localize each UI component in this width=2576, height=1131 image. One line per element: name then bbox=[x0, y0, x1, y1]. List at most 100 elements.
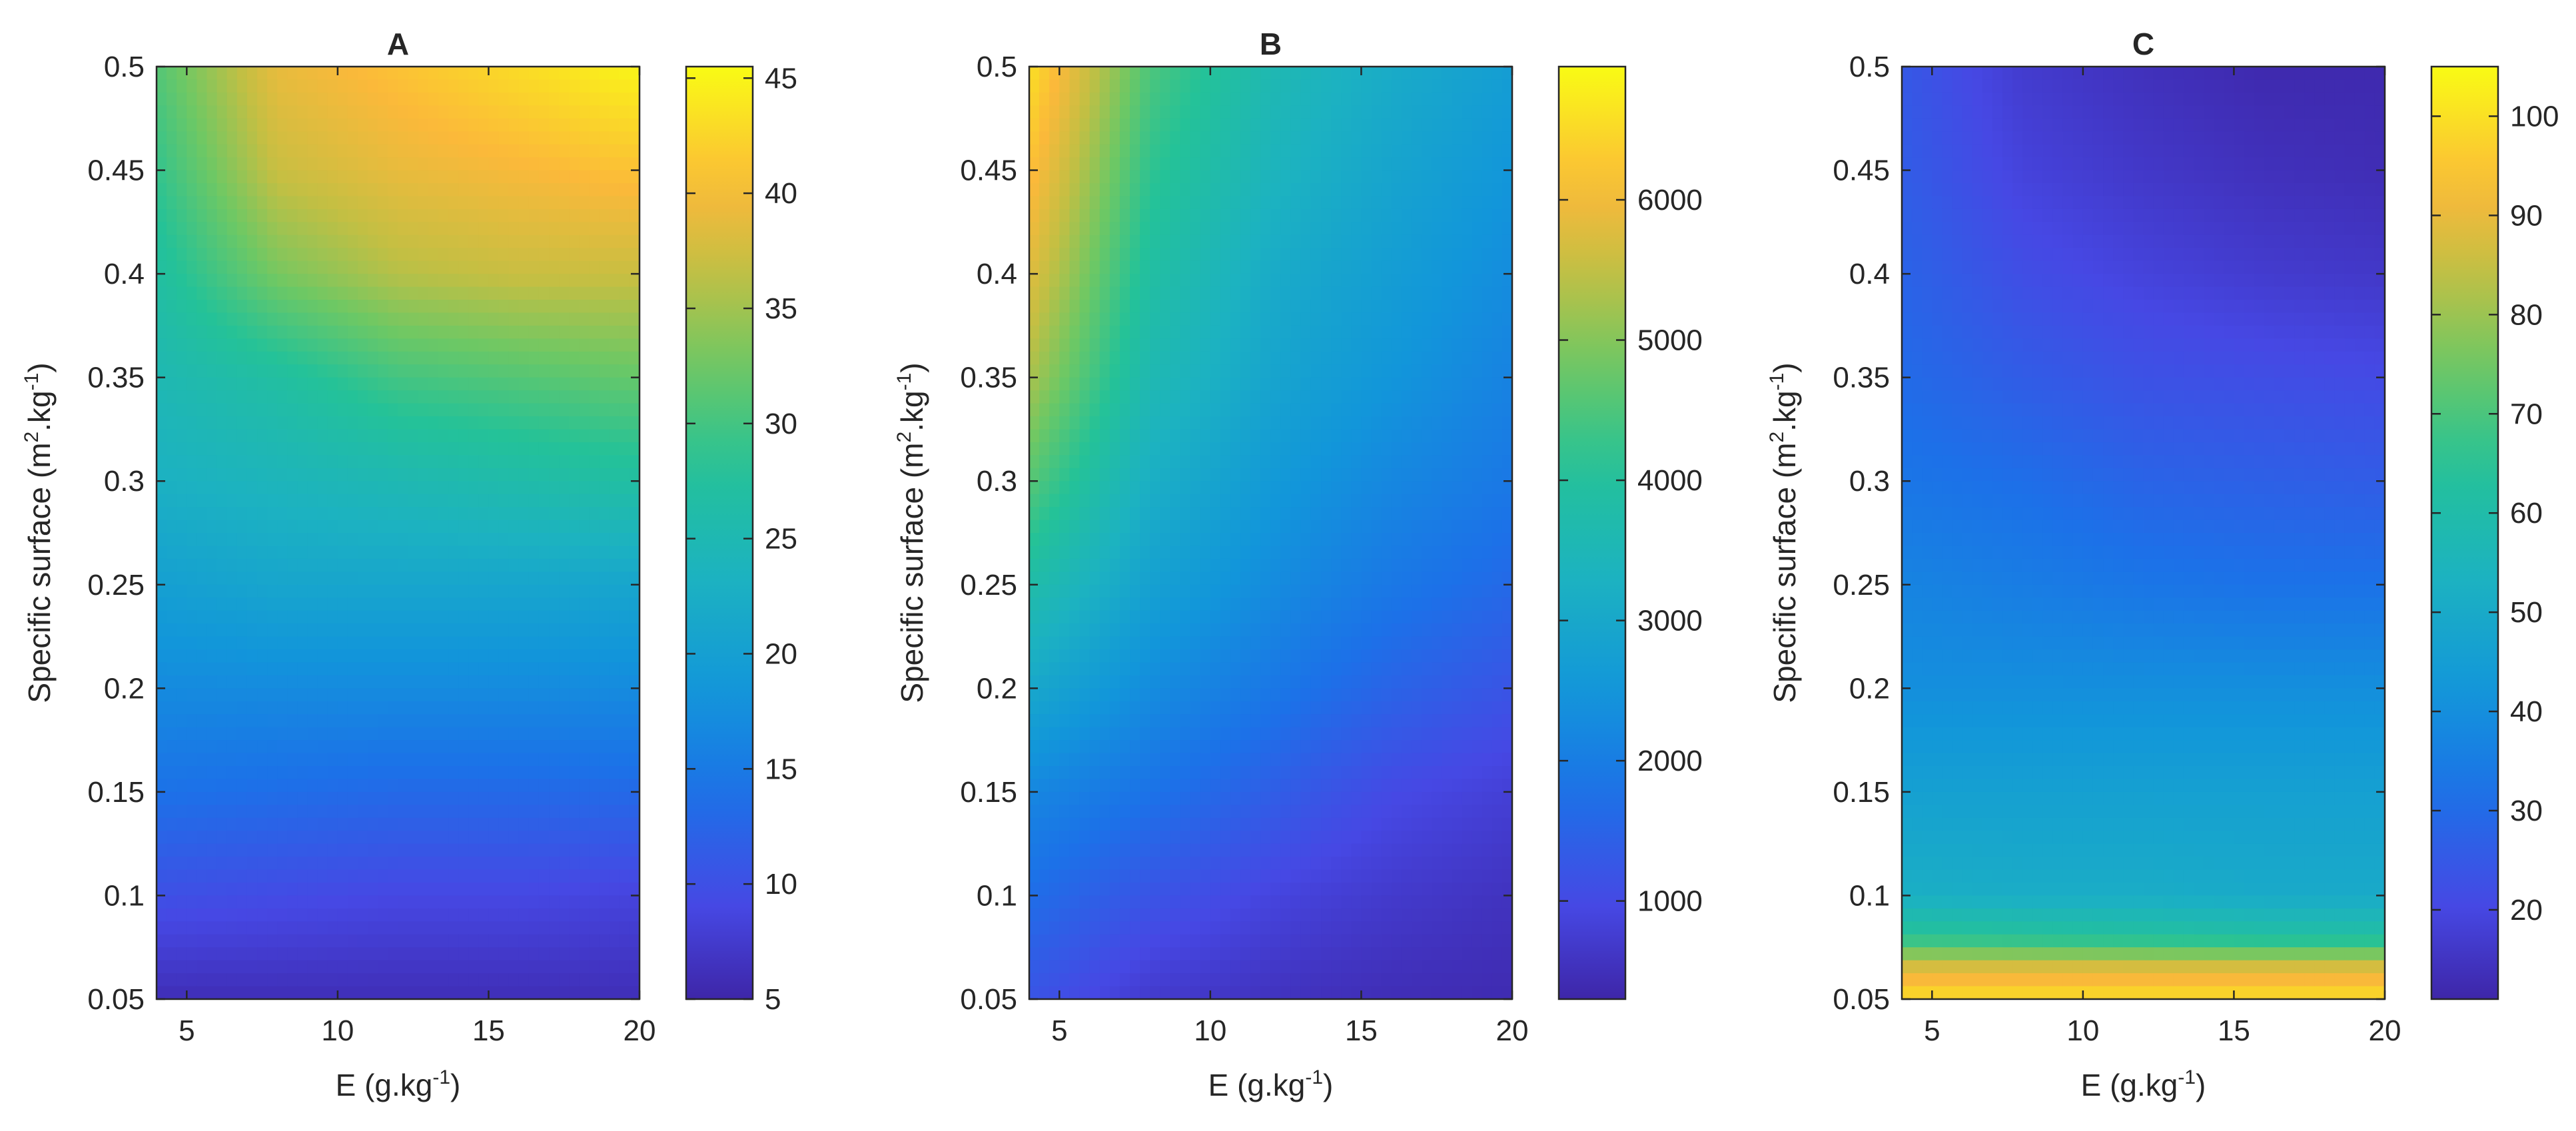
heatmap-cell bbox=[629, 766, 640, 780]
heatmap-cell bbox=[297, 390, 308, 404]
heatmap-cell bbox=[347, 442, 358, 456]
heatmap-cell bbox=[246, 973, 258, 987]
heatmap-cell bbox=[157, 817, 167, 832]
heatmap-cell bbox=[1502, 67, 1513, 81]
heatmap-cell bbox=[428, 714, 439, 728]
heatmap-cell bbox=[629, 727, 640, 741]
heatmap-cell bbox=[207, 157, 218, 171]
heatmap-cell bbox=[347, 921, 358, 935]
heatmap-cell bbox=[197, 144, 208, 158]
heatmap-cell bbox=[1099, 455, 1110, 469]
heatmap-cell bbox=[157, 610, 167, 624]
heatmap-cell bbox=[1310, 131, 1322, 145]
heatmap-cell bbox=[1300, 312, 1312, 326]
heatmap-cell bbox=[398, 67, 409, 81]
heatmap-cell bbox=[277, 455, 288, 469]
heatmap-cell bbox=[1401, 157, 1412, 171]
heatmap-cell bbox=[1361, 300, 1372, 314]
heatmap-cell bbox=[1039, 377, 1050, 391]
heatmap-cell bbox=[418, 753, 429, 767]
heatmap-cell bbox=[1250, 67, 1262, 81]
heatmap-cell bbox=[1411, 183, 1422, 197]
heatmap-cell bbox=[609, 507, 620, 521]
heatmap-cell bbox=[1240, 105, 1252, 119]
heatmap-cell bbox=[1472, 92, 1483, 107]
heatmap-cell bbox=[508, 649, 520, 663]
heatmap-cell bbox=[277, 325, 288, 340]
heatmap-cell bbox=[388, 494, 399, 508]
heatmap-cell bbox=[518, 118, 530, 133]
colorbar-tick-label: 20 bbox=[765, 637, 797, 670]
heatmap-cell bbox=[1492, 300, 1503, 314]
heatmap-cell bbox=[267, 468, 278, 482]
heatmap-cell bbox=[327, 157, 338, 171]
heatmap-cell bbox=[1401, 300, 1412, 314]
heatmap-cell bbox=[619, 908, 630, 923]
heatmap-cell bbox=[1442, 416, 1453, 430]
heatmap-cell bbox=[1039, 222, 1050, 236]
heatmap-cell bbox=[358, 144, 368, 158]
heatmap-cell bbox=[307, 766, 318, 780]
heatmap-cell bbox=[358, 92, 368, 107]
heatmap-cell bbox=[1230, 92, 1241, 107]
heatmap-cell bbox=[1180, 351, 1191, 366]
heatmap-cell bbox=[297, 364, 308, 378]
heatmap-cell bbox=[1300, 196, 1312, 210]
heatmap-cell bbox=[1260, 67, 1272, 81]
heatmap-cell bbox=[1049, 208, 1061, 223]
heatmap-cell bbox=[368, 507, 379, 521]
heatmap-cell bbox=[307, 183, 318, 197]
heatmap-cell bbox=[157, 234, 167, 249]
heatmap-cell bbox=[398, 105, 409, 119]
heatmap-cell bbox=[438, 364, 449, 378]
heatmap-cell bbox=[1069, 312, 1080, 326]
heatmap-cell bbox=[579, 753, 590, 767]
heatmap-cell bbox=[418, 571, 429, 585]
heatmap-cell bbox=[1119, 300, 1130, 314]
heatmap-cell bbox=[177, 170, 188, 184]
heatmap-cell bbox=[569, 494, 580, 508]
heatmap-cell bbox=[1411, 351, 1422, 366]
heatmap-cell bbox=[508, 597, 520, 611]
heatmap-cell bbox=[498, 79, 510, 93]
heatmap-cell bbox=[1049, 234, 1061, 249]
heatmap-cell bbox=[187, 79, 198, 93]
heatmap-cell bbox=[408, 766, 419, 780]
heatmap-cell bbox=[1029, 403, 1040, 417]
heatmap-cell bbox=[1502, 312, 1513, 326]
heatmap-cell bbox=[589, 649, 600, 663]
heatmap-cell bbox=[1190, 196, 1201, 210]
heatmap-cell bbox=[508, 714, 520, 728]
heatmap-cell bbox=[197, 429, 208, 443]
heatmap-cell bbox=[267, 507, 278, 521]
heatmap-cell bbox=[257, 390, 268, 404]
heatmap-cell bbox=[347, 170, 358, 184]
heatmap-cell bbox=[1190, 260, 1201, 274]
heatmap-cell bbox=[1492, 222, 1503, 236]
heatmap-cell bbox=[337, 183, 348, 197]
heatmap-cell bbox=[287, 934, 298, 948]
heatmap-cell bbox=[549, 481, 560, 495]
heatmap-cell bbox=[277, 805, 288, 819]
heatmap-cell bbox=[337, 740, 348, 754]
heatmap-cell bbox=[1381, 131, 1392, 145]
heatmap-cell bbox=[1270, 260, 1282, 274]
heatmap-cell bbox=[347, 727, 358, 741]
heatmap-cell bbox=[216, 649, 228, 663]
heatmap-cell bbox=[498, 170, 510, 184]
heatmap-cell bbox=[368, 92, 379, 107]
heatmap-cell bbox=[538, 507, 550, 521]
heatmap-cell bbox=[538, 571, 550, 585]
heatmap-cell bbox=[518, 869, 530, 883]
heatmap-cell bbox=[488, 79, 500, 93]
heatmap-cell bbox=[1099, 286, 1110, 300]
colorbar-tick-label: 10 bbox=[765, 868, 797, 901]
heatmap-cell bbox=[458, 208, 470, 223]
heatmap-cell bbox=[347, 895, 358, 909]
heatmap-cell bbox=[448, 857, 459, 871]
heatmap-cell bbox=[1391, 67, 1402, 81]
heatmap-cell bbox=[226, 468, 238, 482]
heatmap-cell bbox=[297, 960, 308, 974]
heatmap-cell bbox=[1240, 312, 1252, 326]
heatmap-cell bbox=[599, 636, 610, 650]
